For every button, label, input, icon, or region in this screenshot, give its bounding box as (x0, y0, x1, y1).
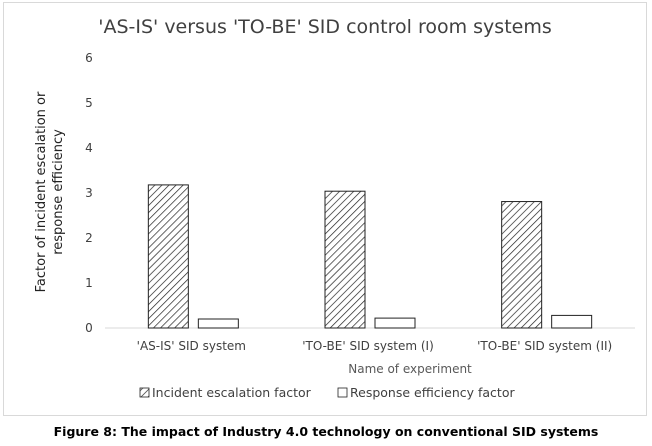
y-tick-label-5: 5 (85, 96, 93, 110)
y-tick-label-4: 4 (85, 141, 93, 155)
y-axis-label-line-1: Factor of incident escalation or (34, 91, 49, 292)
legend-label-response-efficiency: Response efficiency factor (350, 385, 515, 400)
y-tick-label-0: 0 (85, 321, 93, 335)
bar-incident-escalation-2 (324, 190, 366, 329)
bar-incident-escalation-1 (147, 184, 189, 329)
figure-caption: Figure 8: The impact of Industry 4.0 tec… (53, 424, 599, 439)
legend-label-incident-escalation: Incident escalation factor (152, 385, 312, 400)
chart: 'AS-IS' versus 'TO-BE' SID control room … (34, 16, 635, 400)
legend: Incident escalation factor Response effi… (139, 385, 515, 400)
x-axis-label: Name of experiment (348, 362, 472, 376)
bar-response-efficiency-2 (374, 317, 416, 329)
x-category-label-3: 'TO-BE' SID system (II) (477, 339, 612, 353)
bar-incident-escalation-3 (501, 201, 543, 329)
y-tick-label-2: 2 (85, 231, 93, 245)
bars (147, 184, 593, 329)
y-tick-label-6: 6 (85, 51, 93, 65)
x-axis-categories: 'AS-IS' SID system 'TO-BE' SID system (I)… (137, 339, 613, 353)
x-category-label-2: 'TO-BE' SID system (I) (302, 339, 434, 353)
y-axis-label-line-2: response efficiency (51, 129, 66, 255)
legend-swatch-response-efficiency (337, 387, 348, 398)
y-tick-label-3: 3 (85, 186, 93, 200)
legend-swatch-incident-escalation (139, 387, 150, 398)
y-tick-label-1: 1 (85, 276, 93, 290)
bar-response-efficiency-3 (551, 314, 593, 329)
x-category-label-1: 'AS-IS' SID system (137, 339, 246, 353)
y-axis-ticks: 0 1 2 3 4 5 6 (85, 51, 93, 335)
chart-title: 'AS-IS' versus 'TO-BE' SID control room … (98, 16, 552, 38)
bar-response-efficiency-1 (197, 318, 239, 329)
y-axis-label: Factor of incident escalation or respons… (34, 91, 66, 292)
